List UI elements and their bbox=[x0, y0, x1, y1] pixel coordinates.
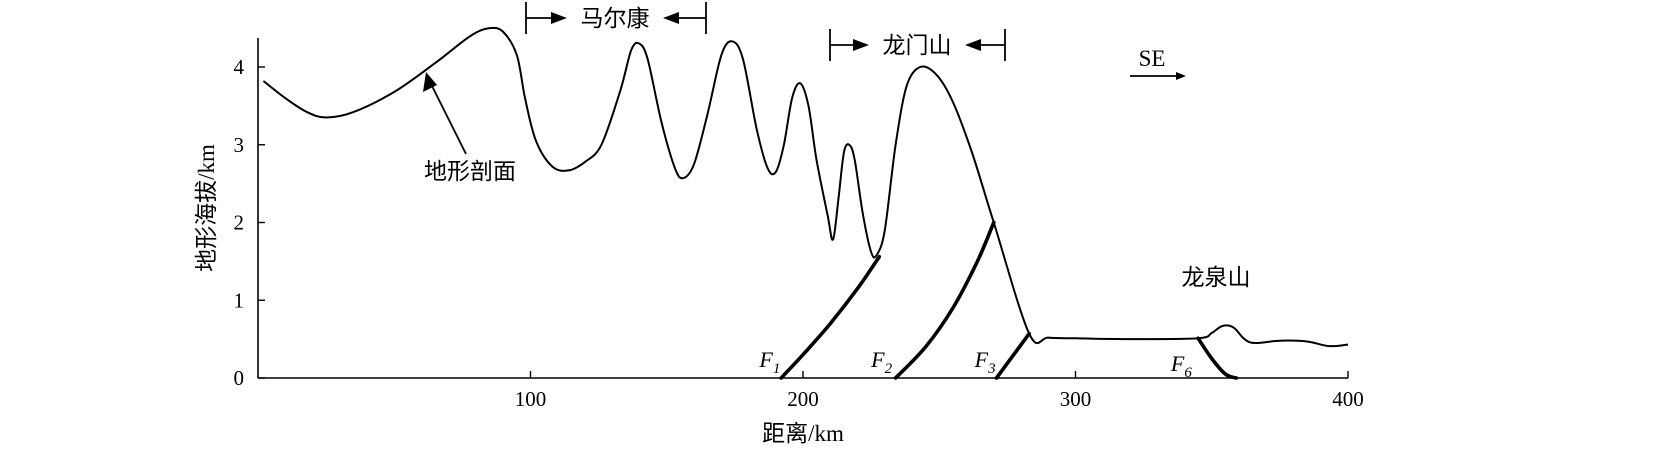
longquanshan-label: 龙泉山 bbox=[1182, 265, 1251, 290]
longmenshan-left-arrow-head bbox=[853, 39, 869, 51]
direction-label: SE bbox=[1139, 46, 1166, 71]
x-axis-label: 距离/km bbox=[762, 421, 844, 446]
x-tick-label: 400 bbox=[1332, 387, 1364, 411]
series-layer bbox=[262, 26, 1349, 348]
x-tick-label: 300 bbox=[1060, 387, 1092, 411]
fault-label-f6: F6 bbox=[1170, 351, 1192, 381]
x-tick-label: 200 bbox=[787, 387, 819, 411]
longmenshan-bracket: 龙门山 bbox=[829, 29, 1006, 61]
profile-arrow-line bbox=[429, 81, 467, 155]
profile-arrow-head bbox=[423, 72, 437, 92]
longmenshan-label: 龙门山 bbox=[883, 33, 952, 58]
y-tick-label: 2 bbox=[234, 211, 245, 235]
axes: 0 1 2 3 4 100 200 300 400 bbox=[234, 38, 1364, 411]
terrain-profile-line bbox=[262, 26, 1349, 348]
fault-subscript: 6 bbox=[1184, 365, 1192, 381]
y-axis-label: 地形海拔/km bbox=[194, 144, 219, 272]
faults-layer: F1 F2 F3 F6 bbox=[758, 220, 1239, 381]
y-tick-label: 0 bbox=[234, 366, 245, 390]
fault-line-f1 bbox=[779, 254, 882, 380]
x-tick-label: 100 bbox=[515, 387, 547, 411]
fault-line-f2 bbox=[893, 220, 996, 380]
fault-subscript: 2 bbox=[885, 361, 893, 377]
maerkang-left-arrow-head bbox=[551, 12, 567, 24]
y-tick-label: 3 bbox=[234, 133, 245, 157]
longmenshan-right-arrow-head bbox=[965, 39, 981, 51]
fault-line-f3 bbox=[994, 331, 1031, 380]
fault-subscript: 1 bbox=[773, 361, 781, 377]
fault-subscript: 3 bbox=[987, 361, 996, 377]
maerkang-bracket: 马尔康 bbox=[525, 2, 707, 34]
y-tick-label: 1 bbox=[234, 288, 245, 312]
fault-line-f6 bbox=[1196, 336, 1239, 380]
direction-arrow-head bbox=[1176, 72, 1186, 80]
maerkang-label: 马尔康 bbox=[581, 6, 650, 31]
y-tick-label: 4 bbox=[234, 55, 245, 79]
fault-label-f1: F1 bbox=[758, 347, 780, 377]
maerkang-right-arrow-head bbox=[663, 12, 679, 24]
profile-label: 地形剖面 bbox=[424, 159, 516, 184]
fault-label-f3: F3 bbox=[974, 347, 996, 377]
fault-label-f2: F2 bbox=[870, 347, 892, 377]
